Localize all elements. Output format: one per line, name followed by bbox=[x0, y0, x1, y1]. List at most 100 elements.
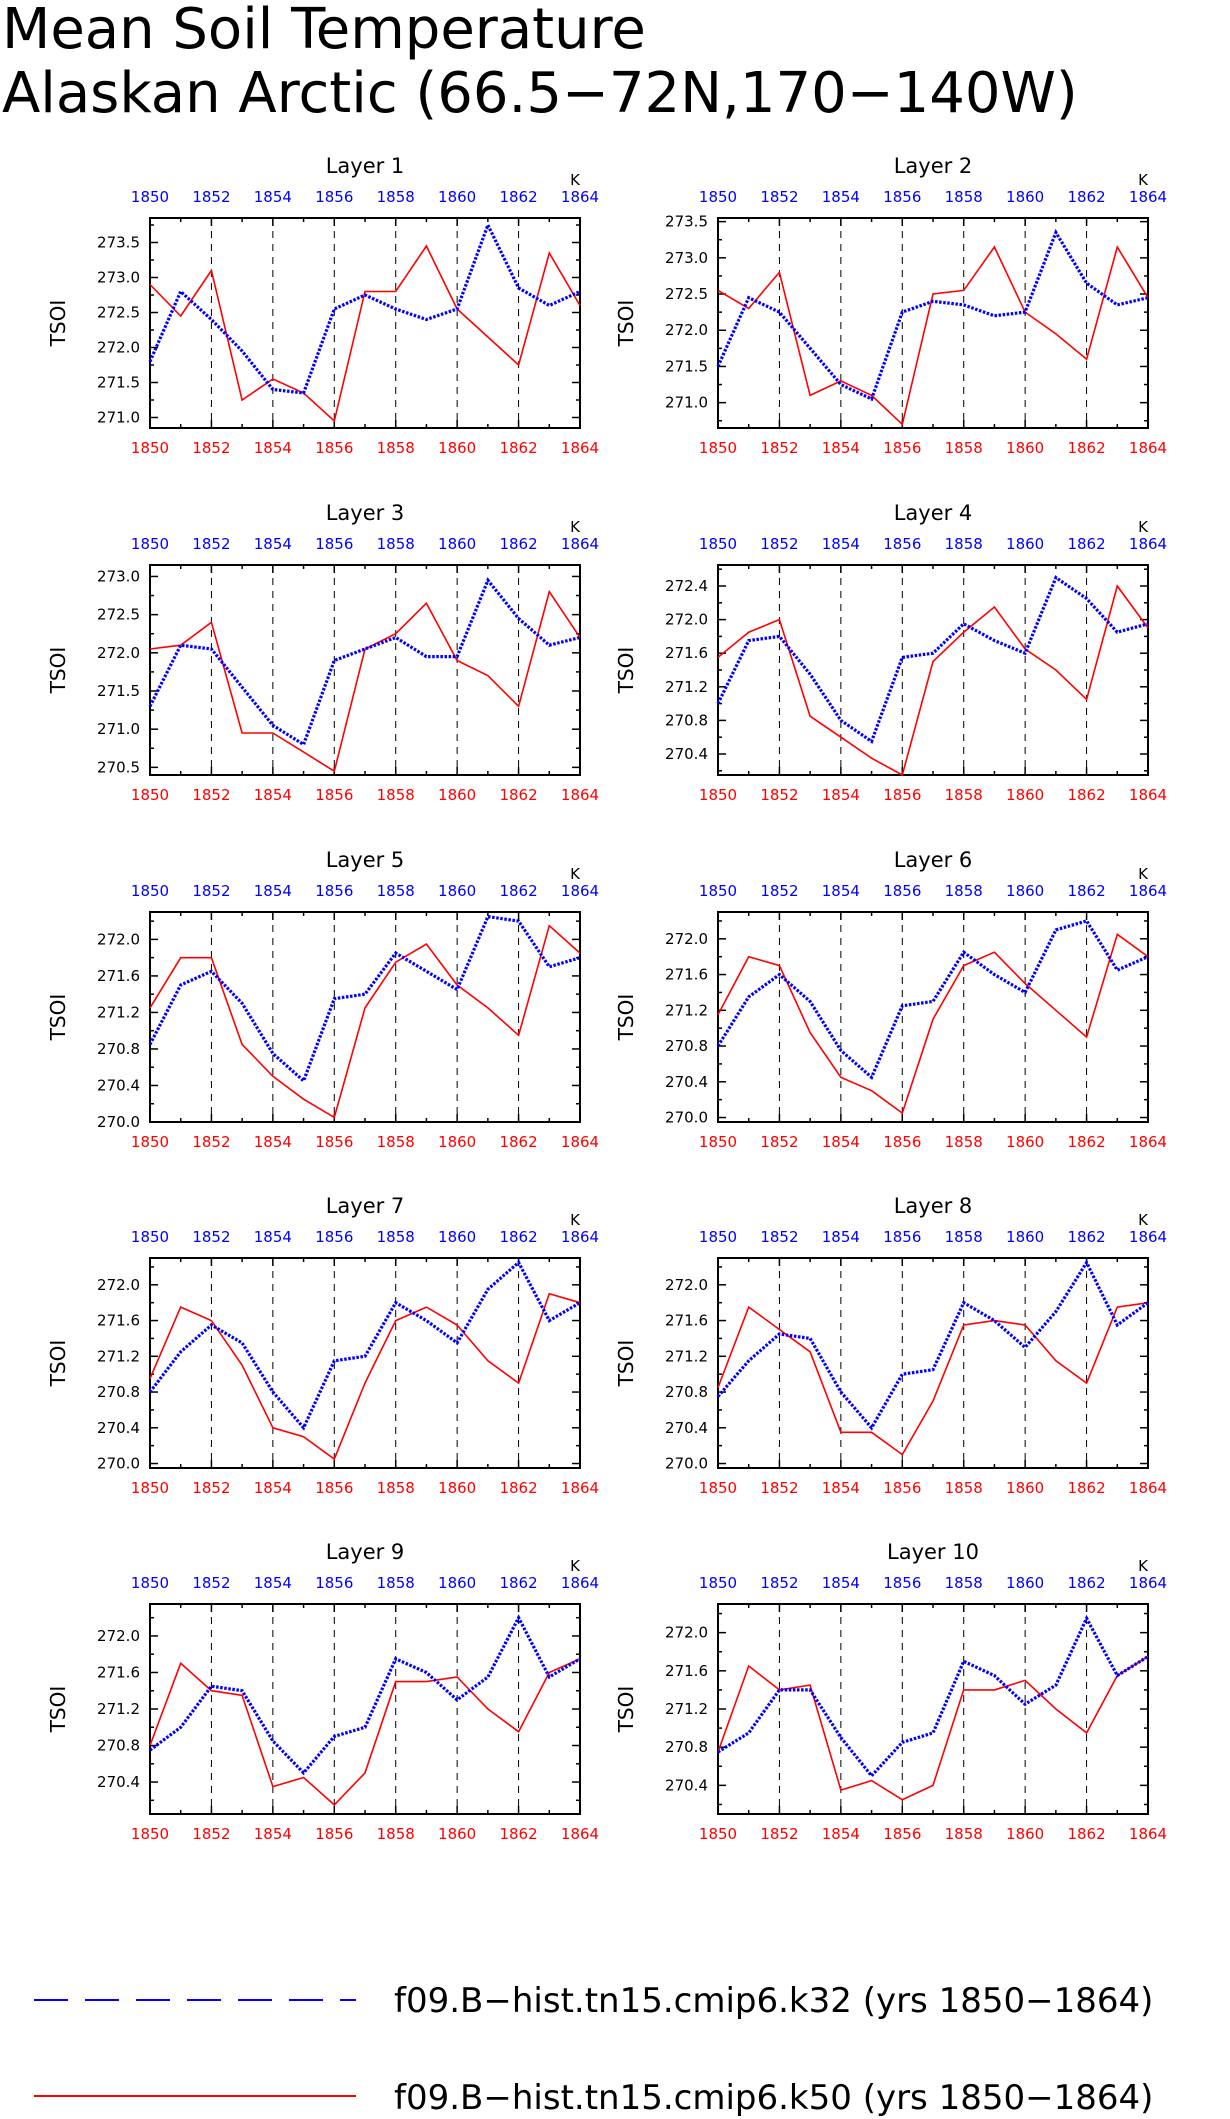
units-label: K bbox=[570, 1557, 581, 1575]
chart-panel-3: Layer 3 1850 1850 1852 1852 1854 1854 1856 1856 1… bbox=[46, 501, 599, 804]
x-tick-label-top: 1862 bbox=[1067, 188, 1105, 206]
x-tick-label-bottom: 1854 bbox=[254, 439, 292, 457]
x-tick-label-top: 1856 bbox=[315, 535, 353, 553]
plot-frame bbox=[717, 1603, 1149, 1815]
series-line-k50 bbox=[149, 1658, 581, 1807]
series-line-k50 bbox=[717, 1655, 1149, 1801]
y-axis-label: TSOI bbox=[46, 1340, 70, 1388]
y-tick-label: 273.0 bbox=[97, 269, 140, 287]
series-line-k50 bbox=[149, 1292, 581, 1461]
x-tick-label-top: 1850 bbox=[131, 188, 169, 206]
x-tick-label-bottom: 1864 bbox=[1129, 786, 1167, 804]
x-tick-label-bottom: 1852 bbox=[192, 1479, 230, 1497]
y-axis-label: TSOI bbox=[614, 647, 638, 695]
x-tick-label-top: 1858 bbox=[377, 535, 415, 553]
x-tick-label-bottom: 1858 bbox=[945, 439, 983, 457]
plot-frame bbox=[149, 911, 581, 1123]
y-tick-label: 272.0 bbox=[665, 321, 708, 339]
y-tick-label: 271.2 bbox=[97, 1003, 140, 1021]
y-tick-label: 271.2 bbox=[665, 1347, 708, 1365]
y-tick-label: 271.6 bbox=[665, 644, 708, 662]
x-tick-label-top: 1858 bbox=[945, 535, 983, 553]
legend-label-k50: f09.B−hist.tn15.cmip6.k50 (yrs 1850−1864… bbox=[394, 2078, 1153, 2118]
series-line-k50 bbox=[149, 924, 581, 1119]
y-tick-label: 272.0 bbox=[665, 611, 708, 629]
figure-title-line-2: Alaskan Arctic (66.5−72N,170−140W) bbox=[2, 61, 1078, 126]
x-tick-label-bottom: 1856 bbox=[883, 1479, 921, 1497]
y-tick-label: 271.2 bbox=[665, 1001, 708, 1019]
series-line-k32 bbox=[149, 1614, 581, 1776]
panel-title: Layer 8 bbox=[894, 1194, 973, 1218]
x-tick-label-top: 1864 bbox=[561, 1228, 599, 1246]
y-axis-label: TSOI bbox=[46, 647, 70, 695]
units-label: K bbox=[570, 171, 581, 189]
series-line-k32 bbox=[716, 919, 1149, 1080]
y-tick-label: 270.4 bbox=[665, 1419, 708, 1437]
x-tick-label-top: 1860 bbox=[438, 882, 476, 900]
x-tick-label-top: 1860 bbox=[1006, 188, 1044, 206]
y-tick-label: 271.6 bbox=[97, 1312, 140, 1330]
x-tick-label-top: 1850 bbox=[699, 188, 737, 206]
x-tick-label-bottom: 1864 bbox=[1129, 439, 1167, 457]
y-tick-label: 271.5 bbox=[665, 357, 708, 375]
x-tick-label-top: 1852 bbox=[192, 1228, 230, 1246]
x-tick-label-top: 1850 bbox=[699, 535, 737, 553]
x-tick-label-bottom: 1864 bbox=[561, 1479, 599, 1497]
x-tick-label-bottom: 1858 bbox=[377, 439, 415, 457]
x-tick-label-bottom: 1860 bbox=[1006, 439, 1044, 457]
x-tick-label-bottom: 1858 bbox=[377, 786, 415, 804]
y-tick-label: 270.8 bbox=[97, 1040, 140, 1058]
x-tick-label-top: 1852 bbox=[192, 188, 230, 206]
x-tick-label-bottom: 1856 bbox=[315, 1825, 353, 1843]
x-tick-label-bottom: 1850 bbox=[131, 1133, 169, 1151]
x-tick-label-bottom: 1856 bbox=[315, 1479, 353, 1497]
x-tick-label-top: 1852 bbox=[760, 1228, 798, 1246]
series-line-k32 bbox=[716, 1259, 1149, 1431]
x-tick-label-top: 1858 bbox=[945, 1574, 983, 1592]
x-tick-label-bottom: 1854 bbox=[822, 1479, 860, 1497]
series-line-k50 bbox=[717, 584, 1149, 777]
y-tick-label: 271.2 bbox=[97, 1347, 140, 1365]
x-tick-label-bottom: 1862 bbox=[499, 1825, 537, 1843]
x-tick-label-top: 1860 bbox=[438, 535, 476, 553]
x-tick-label-bottom: 1860 bbox=[1006, 1825, 1044, 1843]
x-tick-label-bottom: 1850 bbox=[131, 786, 169, 804]
y-tick-label: 270.0 bbox=[97, 1113, 140, 1131]
chart-panel-2: Layer 2 1850 1850 1852 1852 1854 1854 1856 1856 1… bbox=[614, 154, 1167, 457]
y-axis-label: TSOI bbox=[614, 1686, 638, 1734]
panel-title: Layer 1 bbox=[326, 154, 405, 178]
x-tick-label-bottom: 1864 bbox=[561, 439, 599, 457]
x-tick-label-top: 1864 bbox=[1129, 1574, 1167, 1592]
x-tick-label-bottom: 1850 bbox=[699, 786, 737, 804]
x-tick-label-top: 1854 bbox=[254, 188, 292, 206]
y-tick-label: 272.0 bbox=[665, 930, 708, 948]
units-label: K bbox=[1138, 518, 1149, 536]
x-tick-label-top: 1854 bbox=[254, 1228, 292, 1246]
x-tick-label-bottom: 1852 bbox=[192, 786, 230, 804]
units-label: K bbox=[570, 865, 581, 883]
x-tick-label-bottom: 1852 bbox=[760, 1479, 798, 1497]
x-tick-label-top: 1852 bbox=[192, 535, 230, 553]
x-tick-label-top: 1862 bbox=[499, 535, 537, 553]
y-tick-label: 272.0 bbox=[665, 1624, 708, 1642]
y-tick-label: 271.0 bbox=[97, 720, 140, 738]
y-tick-label: 271.6 bbox=[665, 1662, 708, 1680]
plot-frame bbox=[717, 217, 1149, 429]
x-tick-label-top: 1856 bbox=[315, 1228, 353, 1246]
plot-frame bbox=[717, 1257, 1149, 1469]
x-tick-label-bottom: 1862 bbox=[1067, 1825, 1105, 1843]
x-tick-label-bottom: 1864 bbox=[1129, 1479, 1167, 1497]
x-tick-label-bottom: 1864 bbox=[1129, 1825, 1167, 1843]
units-label: K bbox=[570, 1211, 581, 1229]
y-axis-label: TSOI bbox=[46, 1686, 70, 1734]
units-label: K bbox=[1138, 865, 1149, 883]
x-tick-label-bottom: 1860 bbox=[438, 439, 476, 457]
panels-container: Layer 1 1850 1850 1852 1852 1854 1854 1856 1856 1… bbox=[46, 154, 1167, 1843]
series-line-k50 bbox=[717, 932, 1149, 1115]
x-tick-label-bottom: 1862 bbox=[499, 1479, 537, 1497]
chart-panel-1: Layer 1 1850 1850 1852 1852 1854 1854 1856 1856 1… bbox=[46, 154, 599, 457]
x-tick-label-top: 1862 bbox=[1067, 1574, 1105, 1592]
y-tick-label: 271.5 bbox=[97, 374, 140, 392]
x-tick-label-top: 1850 bbox=[699, 1228, 737, 1246]
y-tick-label: 271.6 bbox=[665, 966, 708, 984]
